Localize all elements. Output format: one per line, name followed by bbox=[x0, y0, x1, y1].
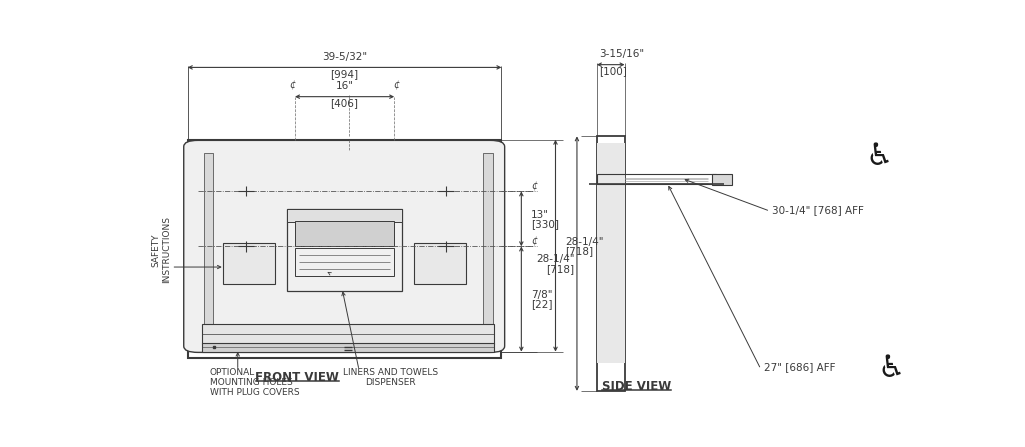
Bar bbox=[287, 208, 402, 291]
Text: LINERS AND TOWELS
DISPENSER: LINERS AND TOWELS DISPENSER bbox=[342, 367, 438, 387]
Bar bbox=[223, 243, 275, 284]
Bar bbox=[202, 343, 494, 352]
Text: [330]: [330] bbox=[531, 219, 559, 229]
Text: 39-5/32": 39-5/32" bbox=[322, 52, 367, 62]
Text: [718]: [718] bbox=[546, 264, 575, 274]
Bar bbox=[414, 243, 465, 284]
Bar bbox=[712, 173, 732, 185]
Text: 27" [686] AFF: 27" [686] AFF bbox=[764, 362, 835, 372]
FancyBboxPatch shape bbox=[183, 140, 504, 352]
Bar bbox=[202, 324, 494, 345]
Bar bbox=[287, 208, 402, 222]
Text: OPTIONAL
MOUNTING HOLES
WITH PLUG COVERS: OPTIONAL MOUNTING HOLES WITH PLUG COVERS bbox=[210, 367, 299, 397]
Text: [718]: [718] bbox=[565, 246, 593, 256]
Text: [22]: [22] bbox=[531, 299, 552, 309]
Text: [100]: [100] bbox=[599, 66, 626, 76]
Text: ¢: ¢ bbox=[531, 181, 537, 192]
Bar bbox=[597, 174, 715, 185]
Bar bbox=[295, 220, 395, 246]
Text: 7/8": 7/8" bbox=[531, 290, 552, 300]
Bar bbox=[597, 136, 624, 391]
Text: [406]: [406] bbox=[331, 98, 359, 108]
Text: 28-1/4": 28-1/4" bbox=[536, 254, 575, 265]
Text: FRONT VIEW: FRONT VIEW bbox=[255, 371, 339, 384]
Bar bbox=[483, 153, 493, 345]
Text: SAFETY
INSTRUCTIONS: SAFETY INSTRUCTIONS bbox=[152, 216, 171, 283]
Bar bbox=[188, 139, 501, 358]
Bar bbox=[295, 248, 395, 276]
Text: ¢: ¢ bbox=[531, 236, 537, 247]
Text: 28-1/4": 28-1/4" bbox=[565, 236, 604, 247]
Text: 13": 13" bbox=[531, 210, 548, 220]
Text: ¢: ¢ bbox=[394, 80, 400, 90]
Text: ♿: ♿ bbox=[865, 143, 893, 171]
Text: 3-15/16": 3-15/16" bbox=[599, 49, 644, 59]
Bar bbox=[204, 153, 213, 345]
Text: SIDE VIEW: SIDE VIEW bbox=[602, 380, 671, 393]
Bar bbox=[597, 143, 624, 363]
Text: [994]: [994] bbox=[330, 69, 359, 79]
Text: ¢: ¢ bbox=[289, 80, 295, 90]
Text: 30-1/4" [768] AFF: 30-1/4" [768] AFF bbox=[772, 205, 863, 215]
Text: 16": 16" bbox=[335, 81, 354, 91]
Text: ♿: ♿ bbox=[877, 354, 904, 383]
